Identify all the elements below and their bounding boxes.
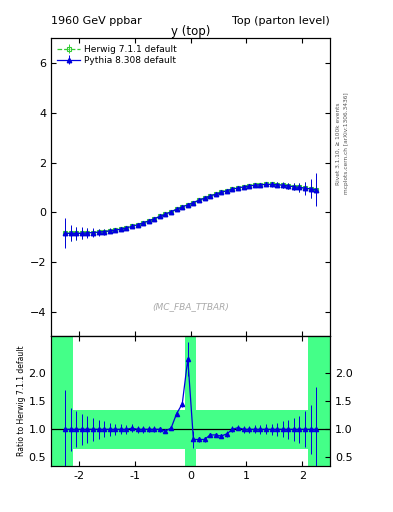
- Y-axis label: Ratio to Herwig 7.1.1 default: Ratio to Herwig 7.1.1 default: [17, 346, 26, 457]
- Legend: Herwig 7.1.1 default, Pythia 8.308 default: Herwig 7.1.1 default, Pythia 8.308 defau…: [55, 43, 178, 67]
- Text: Top (parton level): Top (parton level): [232, 16, 330, 27]
- Text: y (top): y (top): [171, 25, 210, 38]
- Text: mcplots.cern.ch [arXiv:1306.3436]: mcplots.cern.ch [arXiv:1306.3436]: [344, 93, 349, 194]
- Text: (MC_FBA_TTBAR): (MC_FBA_TTBAR): [152, 302, 229, 311]
- Text: Rivet 3.1.10, ≥ 100k events: Rivet 3.1.10, ≥ 100k events: [336, 102, 341, 185]
- Text: 1960 GeV ppbar: 1960 GeV ppbar: [51, 16, 142, 27]
